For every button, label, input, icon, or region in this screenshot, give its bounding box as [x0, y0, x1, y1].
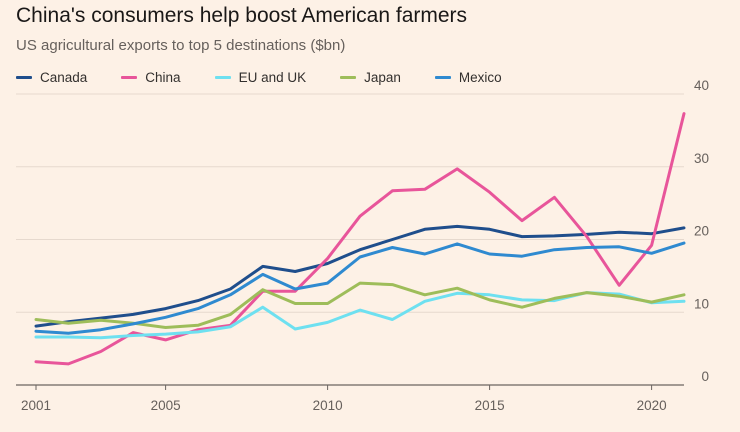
legend-swatch-mexico — [434, 76, 451, 79]
y-tick-label-10: 10 — [694, 296, 709, 311]
legend-label-china: China — [145, 70, 181, 85]
y-tick-label-20: 20 — [694, 224, 709, 239]
legend: Canada China EU and UK Japan Mexico — [16, 70, 536, 85]
series-line-mexico — [34, 241, 686, 335]
legend-label-mexico: Mexico — [458, 70, 502, 85]
legend-label-japan: Japan — [364, 70, 401, 85]
grid-lines — [16, 93, 684, 386]
legend-label-eu-uk: EU and UK — [238, 70, 307, 85]
x-tick-label-2001: 2001 — [21, 398, 51, 413]
legend-swatch-japan — [340, 76, 357, 79]
legend-label-canada: Canada — [40, 70, 88, 85]
x-tick-label-2010: 2010 — [313, 398, 343, 413]
series-lines — [34, 112, 686, 366]
x-tick-label-2005: 2005 — [151, 398, 181, 413]
legend-swatch-eu-uk — [214, 76, 231, 79]
legend-item-eu-uk: EU and UK — [214, 70, 307, 85]
y-tick-labels: 0 10 20 30 40 — [694, 78, 709, 384]
series-line-japan — [34, 281, 686, 329]
y-tick-label-40: 40 — [694, 78, 709, 93]
legend-item-china: China — [121, 70, 181, 85]
legend-item-canada: Canada — [16, 70, 87, 85]
legend-swatch-canada — [16, 76, 32, 79]
series-line-china — [34, 112, 686, 366]
chart-title: China's consumers help boost American fa… — [16, 4, 468, 27]
series-line-canada — [34, 224, 686, 328]
x-tick-label-2015: 2015 — [475, 398, 505, 413]
y-tick-label-0: 0 — [701, 369, 709, 384]
y-tick-label-30: 30 — [694, 151, 709, 166]
legend-item-japan: Japan — [340, 70, 401, 85]
legend-item-mexico: Mexico — [434, 70, 502, 85]
chart-subtitle: US agricultural exports to top 5 destina… — [16, 37, 346, 54]
x-tick-label-2020: 2020 — [637, 398, 667, 413]
x-tick-labels: 2001 2005 2010 2015 2020 — [21, 385, 667, 413]
legend-swatch-china — [121, 76, 138, 79]
